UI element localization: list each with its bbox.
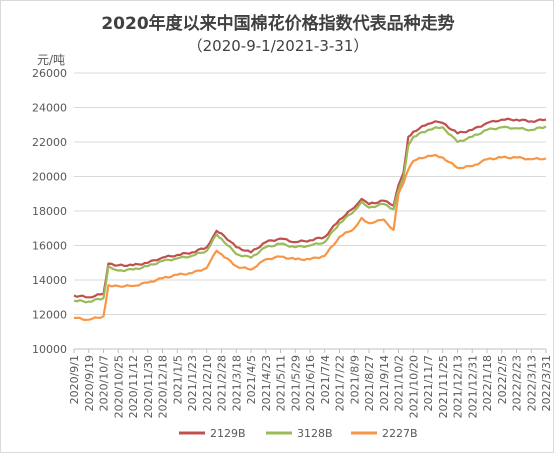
x-tick-label: 2021/3/18 — [230, 355, 243, 411]
x-tick-label: 2021/11/7 — [422, 355, 435, 411]
series-line-2227B — [73, 153, 547, 321]
x-tick-label: 2022/2/23 — [511, 355, 524, 411]
x-tick-label: 2021/10/20 — [407, 355, 420, 418]
x-tick-label: 2021/12/31 — [466, 355, 479, 418]
y-tick-label: 10000 — [32, 343, 67, 356]
x-tick-label: 2020/9/1 — [68, 355, 81, 404]
x-tick-label: 2020/9/19 — [83, 355, 96, 411]
x-tick-label: 2021/1/23 — [186, 355, 199, 411]
x-tick-label: 2020/10/25 — [112, 355, 125, 418]
y-tick-label: 24000 — [32, 102, 67, 115]
y-tick-label: 14000 — [32, 274, 67, 287]
x-tick-label: 2022/3/31 — [540, 355, 553, 411]
x-tick-label: 2020/10/7 — [98, 355, 111, 411]
x-tick-label: 2020/11/30 — [142, 355, 155, 418]
x-tick-label: 2021/11/25 — [437, 355, 450, 418]
legend-label-2227B: 2227B — [382, 427, 418, 440]
x-tick-label: 2021/7/4 — [319, 355, 332, 404]
series-line-2129B — [73, 117, 547, 299]
x-tick-label: 2021/10/2 — [393, 355, 406, 411]
x-tick-label: 2021/7/22 — [334, 355, 347, 411]
y-tick-label: 12000 — [32, 309, 67, 322]
y-tick-label: 20000 — [32, 171, 67, 184]
x-tick-label: 2021/2/10 — [201, 355, 214, 411]
x-tick-label: 2022/1/18 — [481, 355, 494, 411]
x-tick-label: 2021/4/23 — [260, 355, 273, 411]
chart-title: 2020年度以来中国棉花价格指数代表品种走势 — [101, 14, 455, 34]
x-tick-label: 2021/9/14 — [378, 355, 391, 411]
chart-subtitle: （2020-9-1/2021-3-31） — [187, 37, 369, 55]
legend-label-2129B: 2129B — [210, 427, 246, 440]
x-tick-label: 2021/4/5 — [245, 355, 258, 404]
x-tick-label: 2021/8/9 — [348, 355, 361, 404]
x-tick-label: 2022/3/13 — [525, 355, 538, 411]
y-tick-label: 18000 — [32, 205, 67, 218]
y-tick-label: 26000 — [32, 67, 67, 80]
x-tick-label: 2021/6/16 — [304, 355, 317, 411]
y-tick-label: 16000 — [32, 240, 67, 253]
x-tick-label: 2021/2/28 — [216, 355, 229, 411]
x-tick-label: 2020/12/18 — [157, 355, 170, 418]
y-axis-label: 元/吨 — [37, 53, 66, 67]
x-tick-label: 2021/5/29 — [289, 355, 302, 411]
x-tick-label: 2021/5/11 — [275, 355, 288, 411]
y-tick-label: 22000 — [32, 136, 67, 149]
x-tick-label: 2021/8/27 — [363, 355, 376, 411]
x-tick-label: 2021/1/5 — [171, 355, 184, 404]
legend-label-3128B: 3128B — [297, 427, 333, 440]
series-line-3128B — [73, 125, 547, 304]
x-tick-label: 2022/2/5 — [496, 355, 509, 404]
x-tick-label: 2020/11/12 — [127, 355, 140, 418]
x-tick-label: 2021/12/13 — [452, 355, 465, 418]
